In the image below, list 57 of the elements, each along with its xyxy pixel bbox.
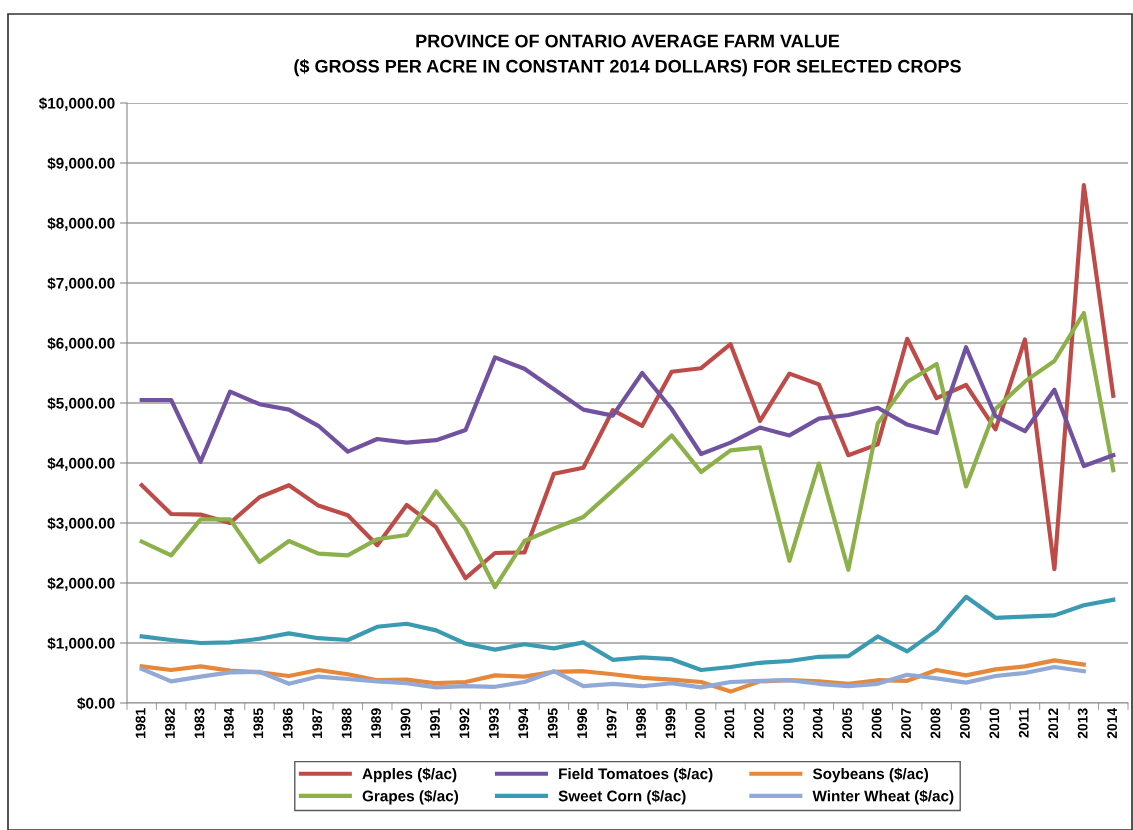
y-tick-label: $0.00 [77, 697, 115, 710]
y-tick-label: $2,000.00 [47, 577, 115, 591]
x-tick-label: 1983 [194, 708, 205, 738]
x-tick-label: 1982 [165, 708, 175, 738]
x-tick-label: 2000 [695, 708, 705, 739]
line-series [139, 664, 1086, 690]
x-tick-label: 2011 [1018, 708, 1029, 738]
x-tick-label: 1994 [518, 707, 529, 738]
legend-label: Soybeans ($/ac) [812, 767, 929, 783]
x-tick-label: 1989 [371, 708, 381, 738]
y-tick-label: $10,000.00 [38, 97, 115, 111]
x-tick-label: 2006 [871, 708, 882, 739]
x-tick-label: 2003 [783, 708, 794, 739]
x-tick-label: 2004 [812, 707, 823, 739]
y-tick-label: $1,000.00 [47, 637, 115, 651]
x-tick-label: 2007 [901, 708, 911, 739]
y-tick-label: $6,000.00 [47, 337, 115, 351]
legend-label: Apples ($/ac) [362, 767, 457, 783]
x-tick-label: 2005 [842, 708, 853, 739]
x-tick-label: 1990 [400, 708, 411, 738]
x-tick-label: 2010 [989, 708, 1000, 739]
x-tick-label: 1998 [636, 708, 646, 738]
x-tick-label: 1997 [606, 708, 617, 738]
x-tick-label: 1992 [459, 708, 470, 738]
x-tick-label: 2001 [724, 708, 735, 739]
line-series [139, 183, 1116, 581]
y-tick-label: $8,000.00 [47, 217, 115, 231]
x-tick-label: 1985 [253, 708, 264, 738]
x-tick-label: 1984 [223, 707, 234, 738]
x-tick-label: 2014 [1107, 707, 1118, 739]
y-tick-label: $5,000.00 [47, 397, 115, 411]
x-tick-label: 2002 [753, 708, 764, 739]
legend-label: Winter Wheat ($/ac) [812, 789, 954, 805]
x-tick-label: 2013 [1077, 708, 1088, 739]
x-tick-label: 1991 [430, 708, 440, 738]
y-tick-label: $9,000.00 [47, 157, 115, 171]
y-tick-label: $4,000.00 [47, 457, 115, 471]
legend-label: Field Tomatoes ($/ac) [559, 767, 713, 783]
y-tick-label: $3,000.00 [47, 517, 115, 531]
chart-title: PROVINCE OF ONTARIO AVERAGE FARM VALUE ($ GROSS PER ACRE IN CONSTANT 2014 DOLLARS) FOR SELECTED CROPS [294, 34, 961, 77]
legend-label: Sweet Corn ($/ac) [558, 789, 686, 805]
x-tick-label: 2008 [930, 708, 941, 739]
line-series [139, 594, 1116, 673]
x-tick-label: 1996 [577, 708, 588, 738]
x-tick-label: 1987 [312, 708, 323, 738]
x-tick-label: 2012 [1048, 708, 1059, 739]
legend-label: Grapes ($/ac) [362, 789, 459, 805]
x-tick-label: 1986 [282, 708, 293, 738]
line-series [139, 310, 1116, 590]
y-tick-label: $7,000.00 [47, 277, 115, 291]
line-series [139, 345, 1116, 469]
x-tick-label: 2009 [959, 708, 970, 739]
x-tick-label: 1988 [341, 708, 352, 738]
x-tick-label: 1981 [135, 708, 146, 738]
x-tick-label: 1993 [488, 708, 499, 738]
x-tick-label: 1999 [665, 708, 676, 738]
x-tick-label: 1995 [547, 708, 558, 738]
